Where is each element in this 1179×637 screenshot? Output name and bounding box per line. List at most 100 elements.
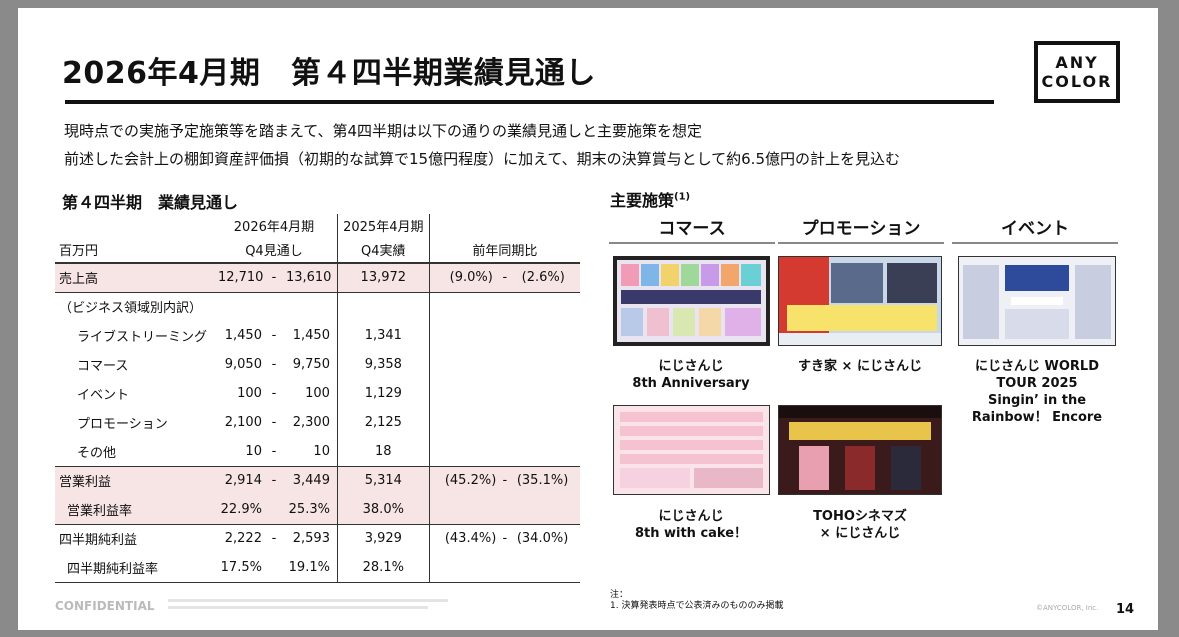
row-label: その他 <box>55 437 212 467</box>
forecast-low: 100 <box>237 386 262 401</box>
actual-value: 5,314 <box>336 466 430 495</box>
range-dash: - <box>271 415 277 430</box>
table-row: 四半期純利益 2,222-2,593 3,929 (43.4%) - (34.0%) <box>55 524 580 553</box>
actual-value: 18 <box>336 437 430 467</box>
yoy-low: (9.0%) <box>449 270 493 286</box>
forecast-low: 2,100 <box>224 415 262 430</box>
row-label: （ビジネス領域別内訳） <box>59 301 203 317</box>
page-number: 14 <box>1116 602 1135 617</box>
forecast-low: 9,050 <box>224 357 262 372</box>
logo-line2: COLOR <box>1041 72 1113 91</box>
range-dash: - <box>502 473 508 489</box>
caption-cake: にじさんじ 8th with cake！ <box>606 508 776 542</box>
sukiya-collab-image <box>778 256 942 346</box>
range-dash: - <box>271 357 277 372</box>
forecast-high: 3,449 <box>292 473 330 489</box>
world-tour-illustration <box>959 257 1115 345</box>
row-label: 売上高 <box>55 263 212 293</box>
yoy-high: (35.1%) <box>516 473 569 489</box>
tab-commerce: コマース <box>609 214 775 244</box>
caption-toho: TOHOシネマズ × にじさんじ <box>775 508 945 542</box>
range-dash: - <box>271 473 277 489</box>
forecast-high: 2,300 <box>292 415 330 430</box>
table-header-row: 2026年4月期 2025年4月期 <box>55 214 580 237</box>
col-forecast-label: Q4見通し <box>211 237 338 264</box>
forecast-high: 13,610 <box>285 270 332 286</box>
forecast-high: 9,750 <box>292 357 330 372</box>
caption-anniversary: にじさんじ 8th Anniversary <box>606 358 776 392</box>
forecast-high: 10 <box>313 443 330 459</box>
forecast-high: 25.3% <box>288 501 330 517</box>
row-label: 営業利益率 <box>55 495 212 525</box>
actual-value: 13,972 <box>336 263 430 293</box>
toho-collab-illustration <box>779 406 941 494</box>
caption-sukiya: すき家 × にじさんじ <box>775 358 945 375</box>
table-header-row: 百万円 Q4見通し Q4実績 前年同期比 <box>55 237 580 264</box>
table-section-title: 第４四半期 業績見通し <box>62 193 239 212</box>
caption-line: TOHOシネマズ <box>813 509 907 524</box>
yoy-low: (43.4%) <box>444 531 497 547</box>
logo-line1: ANY <box>1055 53 1099 72</box>
actual-value: 38.0% <box>336 495 430 525</box>
actual-value: 1,129 <box>336 379 430 408</box>
forecast-low: 2,914 <box>224 473 262 489</box>
forecast-high: 2,593 <box>292 531 330 547</box>
caption-line: にじさんじ WORLD <box>974 359 1099 374</box>
initiatives-title: 主要施策(1) <box>610 187 690 211</box>
forecast-high: 19.1% <box>288 559 330 575</box>
copyright: ©ANYCOLOR, Inc. <box>1036 604 1099 612</box>
actual-value: 3,929 <box>336 524 430 553</box>
range-dash: - <box>271 386 277 401</box>
actual-value: 28.1% <box>336 553 430 583</box>
row-label: 四半期純利益 <box>59 533 138 549</box>
slide: 2026年4月期 第４四半期業績見通し ANY COLOR 現時点での実施予定施… <box>18 8 1158 630</box>
range-dash: - <box>271 443 277 459</box>
row-label: 四半期純利益率 <box>55 553 212 583</box>
range-dash: - <box>502 531 508 547</box>
footnote-line: 1. 決算発表時点で公表済みのもののみ掲載 <box>610 601 784 611</box>
forecast-low: 17.5% <box>220 559 262 575</box>
yoy-high: (2.6%) <box>521 270 565 286</box>
caption-line: Rainbow！ Encore <box>971 410 1103 425</box>
table-row: イベント 100-100 1,129 <box>55 379 580 408</box>
caption-line: すき家 × にじさんじ <box>798 359 922 374</box>
table-row: 営業利益率 22.9% 25.3% 38.0% <box>55 495 580 525</box>
forecast-low: 1,450 <box>224 328 262 343</box>
intro-line-1: 現時点での実施予定施策等を踏まえて、第4四半期は以下の通りの業績見通しと主要施策… <box>64 122 703 140</box>
caption-line: 8th with cake！ <box>634 526 748 541</box>
table-row: （ビジネス領域別内訳） <box>55 292 580 321</box>
row-label: ライブストリーミング <box>77 330 208 345</box>
col-forecast-year: 2026年4月期 <box>233 220 315 235</box>
cake-goods-illustration <box>614 406 769 494</box>
footnote-ref: (1) <box>674 191 691 203</box>
unit-label: 百万円 <box>55 237 212 264</box>
caption-line: Singin’ in the <box>987 393 1087 408</box>
disclaimer-text-graphic <box>168 606 428 609</box>
caption-line: にじさんじ <box>658 509 724 524</box>
forecast-high: 100 <box>305 386 330 401</box>
page-title: 2026年4月期 第４四半期業績見通し <box>62 56 596 91</box>
footnote: 注： 1. 決算発表時点で公表済みのもののみ掲載 <box>610 590 783 612</box>
title-underline <box>65 100 994 104</box>
col-yoy-label: 前年同期比 <box>429 237 580 264</box>
table-row: 営業利益 2,914-3,449 5,314 (45.2%) - (35.1%) <box>55 466 580 495</box>
table-row: プロモーション 2,100-2,300 2,125 <box>55 408 580 437</box>
yoy-high: (34.0%) <box>516 531 569 547</box>
disclaimer-text-graphic <box>168 599 448 602</box>
caption-line: TOUR 2025 <box>996 376 1078 391</box>
forecast-high: 1,450 <box>292 328 330 343</box>
actual-value: 2,125 <box>336 408 430 437</box>
table-row: コマース 9,050-9,750 9,358 <box>55 350 580 379</box>
row-label: 営業利益 <box>55 466 212 495</box>
intro-line-2: 前述した会計上の棚卸資産評価損（初期的な試算で15億円程度）に加えて、期末の決算… <box>64 150 900 168</box>
row-label: プロモーション <box>77 417 168 432</box>
initiatives-title-text: 主要施策 <box>610 191 675 210</box>
col-actual-label: Q4実績 <box>336 237 430 264</box>
range-dash: - <box>271 531 277 547</box>
sukiya-collab-illustration <box>779 257 941 345</box>
row-label: コマース <box>77 359 129 374</box>
caption-line: 8th Anniversary <box>632 376 750 391</box>
table-row: 売上高 12,710-13,610 13,972 (9.0%) - (2.6%) <box>55 263 580 293</box>
forecast-low: 22.9% <box>220 501 262 517</box>
actual-value: 1,341 <box>336 321 430 350</box>
